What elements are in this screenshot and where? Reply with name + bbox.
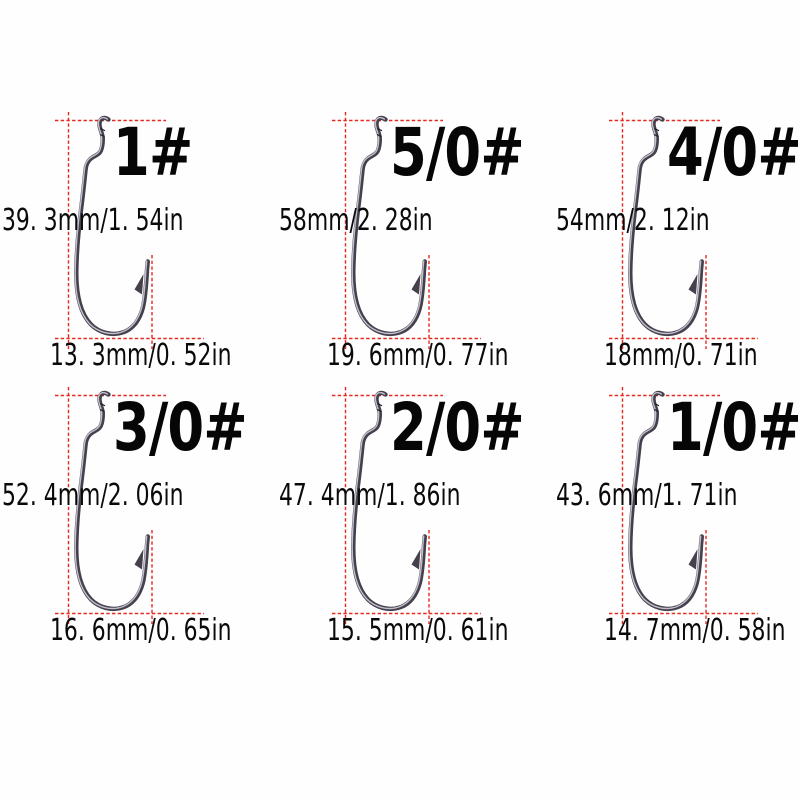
hook-width-measurement: 16. 6mm/0. 65in xyxy=(50,613,232,648)
hook-size-label: 1# xyxy=(113,114,193,191)
hook-size-label: 5/0# xyxy=(390,114,525,191)
hook-size-label: 4/0# xyxy=(667,114,800,191)
hook-cell-4-0: 4/0# 54mm/2. 12in 18mm/0. 71in xyxy=(554,105,800,395)
hook-size-label: 1/0# xyxy=(667,389,800,466)
hook-size-label: 2/0# xyxy=(390,389,525,466)
hook-length-measurement: 47. 4mm/1. 86in xyxy=(279,478,461,513)
hook-cell-5-0: 5/0# 58mm/2. 28in 19. 6mm/0. 77in xyxy=(277,105,562,395)
hook-width-measurement: 18mm/0. 71in xyxy=(604,338,758,373)
hook-length-measurement: 52. 4mm/2. 06in xyxy=(2,478,184,513)
hook-width-measurement: 19. 6mm/0. 77in xyxy=(327,338,509,373)
hook-cell-1-0: 1/0# 43. 6mm/1. 71in 14. 7mm/0. 58in xyxy=(554,380,800,670)
hook-cell-2-0: 2/0# 47. 4mm/1. 86in 15. 5mm/0. 61in xyxy=(277,380,562,670)
hook-length-measurement: 43. 6mm/1. 71in xyxy=(556,478,738,513)
hook-cell-3-0: 3/0# 52. 4mm/2. 06in 16. 6mm/0. 65in xyxy=(0,380,285,670)
hook-length-measurement: 39. 3mm/1. 54in xyxy=(2,203,184,238)
hook-cell-1: 1# 39. 3mm/1. 54in 13. 3mm/0. 52in xyxy=(0,105,285,395)
hook-length-measurement: 54mm/2. 12in xyxy=(556,203,710,238)
hook-size-label: 3/0# xyxy=(113,389,248,466)
hook-width-measurement: 13. 3mm/0. 52in xyxy=(50,338,232,373)
hook-width-measurement: 14. 7mm/0. 58in xyxy=(604,613,786,648)
hook-width-measurement: 15. 5mm/0. 61in xyxy=(327,613,509,648)
hook-length-measurement: 58mm/2. 28in xyxy=(279,203,433,238)
